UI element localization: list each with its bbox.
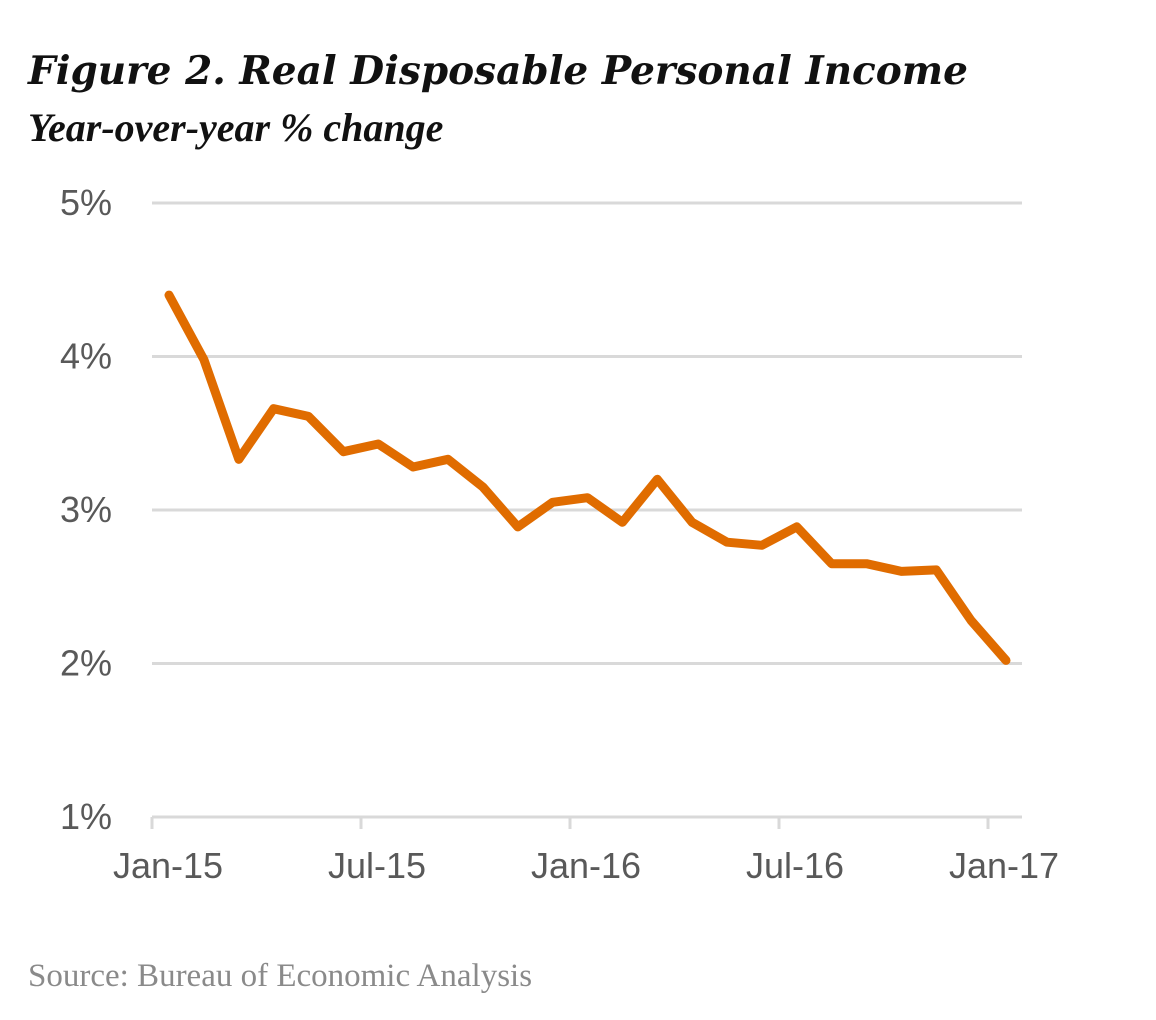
x-axis (150, 815, 1022, 829)
y-tick-label: 2% (60, 643, 112, 684)
series-line (164, 290, 1011, 665)
gridlines (152, 201, 1022, 665)
x-axis-labels: Jan-15 Jul-15 Jan-16 Jul-16 Jan-17 (113, 845, 1059, 886)
series-group (164, 290, 1011, 665)
x-tick-label: Jul-16 (746, 845, 844, 886)
source-note: Source: Bureau of Economic Analysis (28, 958, 533, 994)
x-tick-label: Jan-16 (531, 845, 641, 886)
y-tick-label: 3% (60, 489, 112, 530)
y-tick-label: 5% (60, 182, 112, 223)
x-tick-label: Jan-15 (113, 845, 223, 886)
y-tick-label: 1% (60, 796, 112, 837)
x-tick-label: Jan-17 (949, 845, 1059, 886)
chart-title: Figure 2. Real Disposable Personal Incom… (28, 48, 968, 94)
chart-subtitle: Year-over-year % change (28, 105, 444, 150)
x-tick-label: Jul-15 (328, 845, 426, 886)
y-axis-labels: 1% 2% 3% 4% 5% (60, 182, 112, 837)
y-tick-label: 4% (60, 336, 112, 377)
